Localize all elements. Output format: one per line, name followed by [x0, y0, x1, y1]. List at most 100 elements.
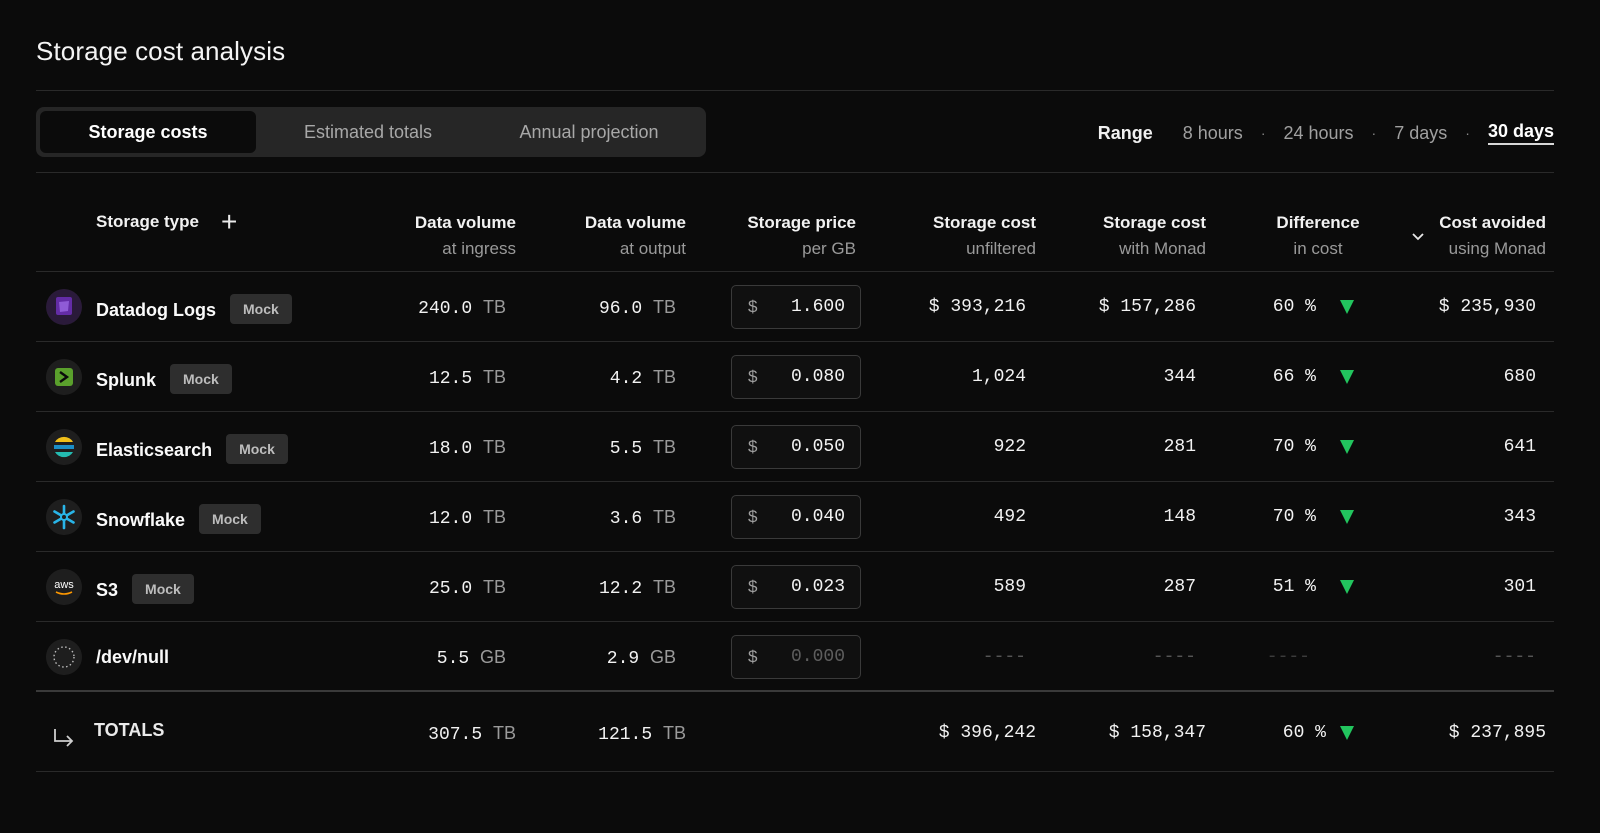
totals-divider: [36, 690, 1554, 692]
mock-badge: Mock: [199, 504, 261, 534]
output-value: 4.2: [609, 369, 643, 389]
ingress-value: 12.5: [428, 369, 473, 389]
storage-name-text: Snowflake: [96, 510, 186, 530]
toolbar-divider: [36, 172, 1554, 173]
svg-text:aws: aws: [54, 579, 74, 591]
ingress-value: 5.5: [436, 649, 470, 669]
tab-annual-projection[interactable]: Annual projection: [519, 122, 659, 142]
ingress-value: 240.0: [418, 299, 473, 319]
chevron-down-icon[interactable]: [1410, 228, 1426, 244]
devnull-icon: [46, 639, 82, 675]
cost-difference: 66 %: [1272, 367, 1316, 387]
down-arrow-icon: [1340, 440, 1354, 454]
totals-difference: 60 %: [1282, 723, 1326, 743]
price-input[interactable]: $0.080: [731, 355, 861, 399]
mock-badge: Mock: [170, 364, 232, 394]
cost-difference: 60 %: [1272, 297, 1316, 317]
cost-with-monad: $ 157,286: [1098, 297, 1196, 317]
unit: GB: [479, 647, 506, 667]
header-line1: Storage cost: [1103, 213, 1206, 232]
cost-avoided: 301: [1503, 577, 1536, 597]
separator-dot: ·: [1260, 125, 1266, 141]
storage-name-text: Elasticsearch: [96, 440, 213, 460]
mock-badge: Mock: [226, 434, 288, 464]
cost-avoided: 343: [1503, 507, 1536, 527]
tab-storage-costs[interactable]: Storage costs: [40, 111, 256, 153]
range-option-8-hours[interactable]: 8 hours: [1182, 122, 1243, 143]
cost-unfiltered: 1,024: [971, 367, 1026, 387]
table-row: Elasticsearch Mock 18.0 TB 5.5 TB $0.050 922 2…: [36, 412, 1554, 482]
range-option-7-days[interactable]: 7 days: [1394, 122, 1448, 143]
totals-with-monad: $ 158,347: [1108, 723, 1206, 743]
aws-icon: aws: [46, 569, 82, 605]
price-input[interactable]: $0.000: [731, 635, 861, 679]
down-arrow-icon: [1340, 580, 1354, 594]
cost-unfiltered: ----: [982, 647, 1026, 667]
cost-avoided: ----: [1492, 647, 1536, 667]
mock-badge: Mock: [132, 574, 194, 604]
storage-name: Splunk Mock: [96, 364, 232, 394]
ingress-volume: 18.0 TB: [429, 434, 506, 462]
unit: TB: [482, 437, 506, 457]
column-header-difference: Difference in cost: [1268, 210, 1368, 262]
row-divider: [36, 481, 1554, 482]
tab-estimated-totals[interactable]: Estimated totals: [303, 122, 433, 142]
down-arrow-icon: [1340, 510, 1354, 524]
totals-ingress-value: 307.5: [428, 725, 483, 745]
unit: TB: [652, 367, 676, 387]
output-volume: 5.5 TB: [610, 434, 676, 462]
down-arrow-icon: [1340, 300, 1354, 314]
storage-name: Elasticsearch Mock: [96, 434, 288, 464]
row-divider: [36, 621, 1554, 622]
ingress-volume: 5.5 GB: [437, 644, 506, 672]
unit: TB: [652, 297, 676, 317]
storage-name: /dev/null: [96, 644, 169, 670]
storage-name-text: /dev/null: [96, 647, 170, 667]
unit: GB: [649, 647, 676, 667]
price-input[interactable]: $0.023: [731, 565, 861, 609]
price-value: 0.050: [790, 437, 845, 457]
header-line1: Difference: [1276, 213, 1360, 232]
output-volume: 3.6 TB: [610, 504, 676, 532]
storage-name: Datadog Logs Mock: [96, 294, 292, 324]
header-line2: per GB: [802, 239, 856, 258]
price-input[interactable]: $1.600: [731, 285, 861, 329]
cost-with-monad: 148: [1163, 507, 1196, 527]
storage-name-text: S3: [96, 580, 119, 600]
unit: TB: [492, 723, 516, 743]
unit: TB: [482, 577, 506, 597]
range-option-24-hours[interactable]: 24 hours: [1283, 122, 1354, 143]
price-value: 0.023: [790, 577, 845, 597]
currency-symbol: $: [748, 507, 758, 526]
cost-with-monad: 344: [1163, 367, 1196, 387]
ingress-volume: 240.0 TB: [418, 294, 506, 322]
view-tabs: Storage costs Estimated totals Annual pr…: [36, 107, 706, 157]
header-divider: [36, 271, 1554, 272]
page-title: Storage cost analysis: [36, 36, 286, 66]
range-label: Range: [1097, 122, 1153, 143]
ingress-value: 12.0: [428, 509, 473, 529]
separator-dot: ·: [1371, 125, 1377, 141]
price-value: 0.080: [790, 367, 845, 387]
cost-difference: ----: [1266, 647, 1310, 667]
output-value: 96.0: [598, 299, 643, 319]
cost-with-monad: 287: [1163, 577, 1196, 597]
table-row: /dev/null 5.5 GB 2.9 GB $0.000 ---- ---- ---- -…: [36, 622, 1554, 692]
down-arrow-icon: [1340, 726, 1354, 740]
price-input[interactable]: $0.040: [731, 495, 861, 539]
row-divider: [36, 551, 1554, 552]
ingress-volume: 25.0 TB: [429, 574, 506, 602]
range-option-30-days[interactable]: 30 days: [1487, 121, 1554, 145]
plus-icon[interactable]: +: [220, 206, 238, 237]
price-input[interactable]: $0.050: [731, 425, 861, 469]
cost-difference: 70 %: [1272, 437, 1316, 457]
output-value: 5.5: [609, 439, 643, 459]
header-line2: at ingress: [442, 239, 516, 258]
title-divider: [36, 90, 1554, 91]
cost-unfiltered: 589: [993, 577, 1026, 597]
totals-avoided: $ 237,895: [1448, 723, 1546, 743]
totals-label: TOTALS: [94, 720, 165, 740]
totals-unfiltered: $ 396,242: [938, 723, 1036, 743]
mock-badge: Mock: [230, 294, 292, 324]
cost-difference: 51 %: [1272, 577, 1316, 597]
